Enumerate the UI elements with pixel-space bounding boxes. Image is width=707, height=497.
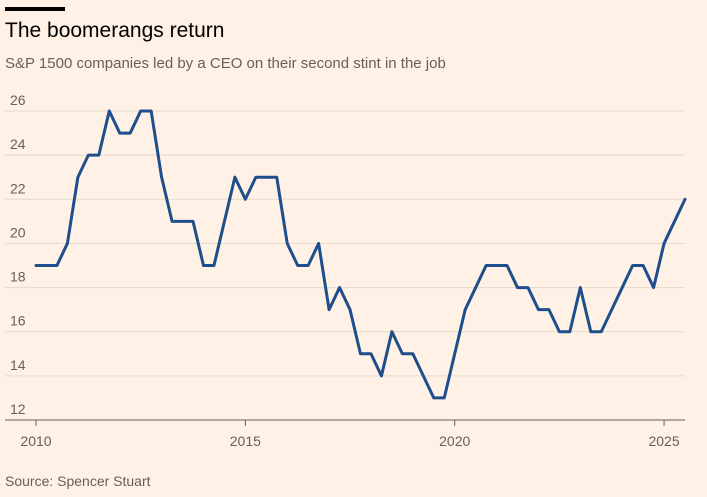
chart-subtitle: S&P 1500 companies led by a CEO on their… [5,55,446,72]
chart-title: The boomerangs return [5,19,225,42]
line-chart: 12 14 16 18 20 22 24 26 2010 2015 2020 2025 [5,92,687,449]
source-note: Source: Spencer Stuart [5,473,151,489]
gridlines [5,110,685,377]
y-tick-label-24: 24 [10,136,26,152]
series-layer [34,109,687,400]
x-tick-label-2025: 2025 [648,433,679,449]
x-axis-tick-labels: 2010 2015 2020 2025 [20,433,679,449]
y-tick-label-22: 22 [10,180,26,196]
y-tick-label-16: 16 [10,313,26,329]
y-tick-label-18: 18 [10,269,26,285]
x-tick-label-2010: 2010 [20,433,51,449]
x-tick-label-2020: 2020 [439,433,470,449]
x-tick-label-2015: 2015 [230,433,261,449]
y-axis-tick-labels: 12 14 16 18 20 22 24 26 [10,92,26,417]
x-axis [5,419,685,426]
series-line-0 [34,109,687,400]
y-tick-label-14: 14 [10,357,26,373]
y-tick-label-26: 26 [10,92,26,108]
y-tick-label-12: 12 [10,401,26,417]
y-tick-label-20: 20 [10,224,26,240]
brand-bar [5,7,65,11]
